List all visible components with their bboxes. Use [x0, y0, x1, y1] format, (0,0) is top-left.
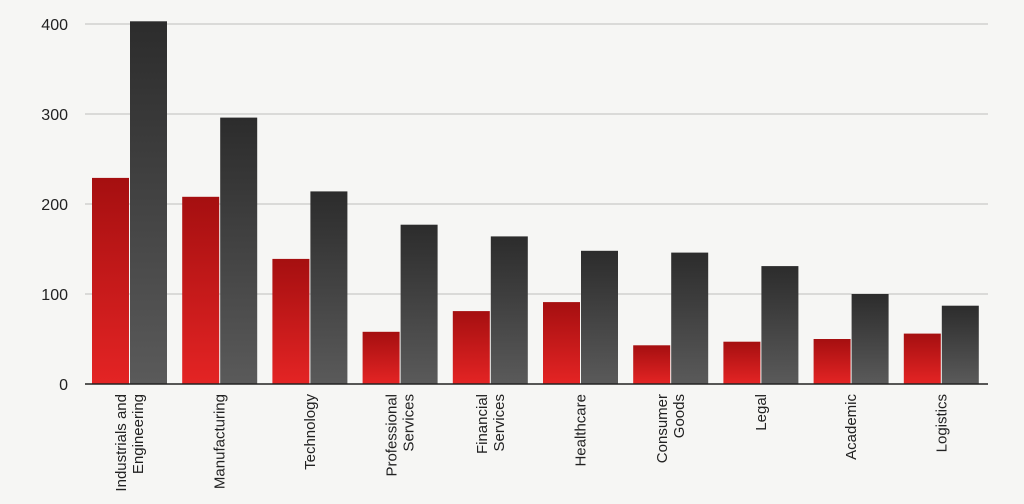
- x-category-label: ConsumerGoods: [654, 394, 688, 463]
- x-category-label: Healthcare: [573, 394, 590, 467]
- bar-dark: [761, 266, 799, 384]
- y-axis-tick-labels: 0 100 200 300 400: [41, 17, 68, 394]
- bar-red: [723, 341, 761, 384]
- x-category-label-line: Technology: [302, 394, 319, 470]
- x-category-label-line: Goods: [671, 394, 688, 438]
- bar-red: [182, 196, 220, 384]
- y-tick-label: 0: [59, 377, 68, 394]
- y-tick-label: 200: [41, 197, 68, 214]
- x-category-label: ProfessionalServices: [384, 394, 418, 477]
- bar-dark: [130, 21, 167, 385]
- x-category-label-line: Academic: [843, 394, 860, 460]
- x-axis-category-labels: Industrials andEngineering Manufacturing T…: [113, 394, 950, 492]
- x-category-label: Manufacturing: [212, 394, 229, 489]
- x-category-label-line: Manufacturing: [212, 394, 229, 489]
- x-category-label-line: Industrials and: [113, 394, 130, 492]
- x-category-label-line: Healthcare: [573, 394, 590, 467]
- x-category-label: Industrials andEngineering: [113, 394, 147, 492]
- x-category-label-line: Professional: [384, 394, 401, 477]
- bar-red: [543, 302, 580, 384]
- bar-red: [813, 339, 851, 384]
- bar-dark: [581, 250, 618, 384]
- bar-red: [452, 311, 490, 384]
- x-category-label: Technology: [302, 394, 319, 470]
- x-category-label: Legal: [753, 394, 770, 431]
- bar-red: [362, 331, 400, 384]
- bar-dark: [220, 117, 258, 384]
- x-category-label-line: Legal: [753, 394, 770, 431]
- bar-dark: [671, 252, 709, 384]
- x-category-label-line: Engineering: [130, 394, 147, 474]
- bar-dark: [941, 305, 979, 384]
- x-category-label: FinancialServices: [474, 394, 508, 454]
- bar-dark: [490, 236, 528, 384]
- x-category-label: Logistics: [933, 394, 950, 452]
- y-tick-label: 100: [41, 287, 68, 304]
- bar-dark: [400, 224, 438, 384]
- x-category-label-line: Consumer: [654, 394, 671, 463]
- y-tick-label: 400: [41, 17, 68, 34]
- bar-red: [92, 177, 129, 384]
- bars: [92, 21, 979, 385]
- x-category-label-line: Services: [491, 394, 508, 452]
- bar-dark: [310, 191, 348, 384]
- y-tick-label: 300: [41, 107, 68, 124]
- x-category-label: Academic: [843, 394, 860, 460]
- bar-red: [272, 258, 310, 384]
- bar-red: [633, 345, 671, 384]
- bar-red: [903, 333, 941, 384]
- bar-dark: [851, 294, 889, 384]
- x-category-label-line: Services: [401, 394, 418, 452]
- x-category-label-line: Financial: [474, 394, 491, 454]
- x-category-label-line: Logistics: [933, 394, 950, 452]
